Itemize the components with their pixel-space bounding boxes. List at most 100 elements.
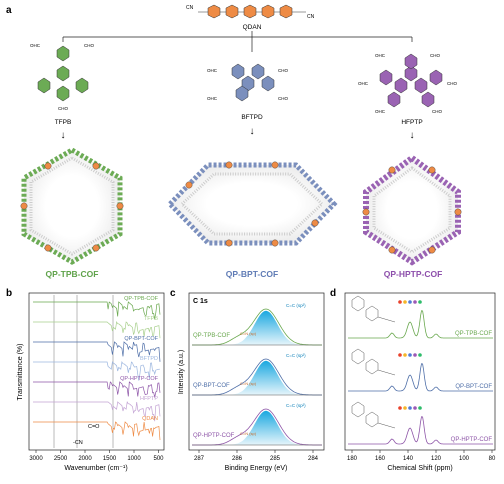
hfptp-cho-5: OHC	[375, 109, 386, 114]
nmr-site-dot-0-4	[418, 300, 422, 304]
ftir-trace-label-1: TFPB	[144, 316, 158, 322]
ftir-plot-frame	[28, 292, 165, 451]
nmr-site-dot-0-2	[408, 300, 412, 304]
ftir-xlabel: Wavenumber (cm⁻¹)	[64, 465, 127, 472]
qdan-cn-right: CN	[307, 14, 315, 20]
qp-bpt-cof-structure	[166, 161, 338, 247]
ftir-xtick-0: 3000	[29, 456, 43, 462]
ftir-trace-label-6: QDAN	[142, 416, 158, 422]
ftir-xtick-2: 2000	[78, 456, 92, 462]
ftir-trace-label-2: QP-BPT-COF	[124, 336, 158, 342]
ftir-traces	[33, 301, 161, 441]
hfptp-cho-6: CHO	[432, 109, 442, 114]
ftir-trace-6	[33, 421, 161, 441]
tfpb-structure	[37, 45, 89, 102]
hfptp-cho-4: CHO	[447, 81, 457, 86]
ftir-xaxis: 3000 2500 2000 1500 1000 500	[29, 450, 164, 462]
xps-xlabel: Binding Energy (eV)	[225, 465, 288, 472]
bftpd-cho-2: CHO	[278, 68, 288, 73]
xps-peak-minor-2: C=N (sp)	[240, 431, 257, 436]
ftir-annotation-co: C=O	[88, 424, 100, 430]
nmr-xtick-4: 100	[459, 456, 470, 462]
nmr-xtick-3: 120	[431, 456, 442, 462]
nmr-site-dot-0-1	[403, 300, 407, 304]
qp-tpb-cof-structure	[20, 147, 124, 265]
ftir-xtick-4: 1000	[127, 456, 141, 462]
qdan-structure: CN CN	[186, 4, 315, 20]
nmr-site-dot-1-3	[413, 353, 417, 357]
ftir-trace-0	[33, 301, 161, 320]
nmr-spectrum-1	[348, 363, 493, 392]
xps-ylabel: Intensity (a.u.)	[178, 350, 185, 394]
qp-hptp-cof-label: QP-HPTP-COF	[384, 269, 443, 279]
xps-title: C 1s	[193, 298, 208, 305]
qdan-label: QDAN	[243, 24, 262, 31]
qp-bpt-cof-label: QP-BPT-COF	[226, 269, 278, 279]
nmr-spectrum-0	[348, 310, 493, 339]
nmr-xlabel: Chemical Shift (ppm)	[387, 465, 452, 472]
ftir-xtick-5: 500	[153, 456, 164, 462]
arrow-hfptp: ↓	[410, 130, 415, 141]
nmr-spectra: QP-TPB-COF QP-BPT-COF QP-HPTP-COF	[348, 295, 493, 445]
arrow-bftpd: ↓	[250, 126, 255, 137]
qp-tpb-cof-label: QP-TPB-COF	[46, 269, 99, 279]
nmr-xaxis: 180 160 140 120 100 80	[347, 450, 496, 462]
nmr-site-dot-2-2	[408, 406, 412, 410]
xps-peak-minor-1: C=N (sp)	[240, 381, 257, 386]
xps-xtick-1: 286	[232, 456, 243, 462]
qp-hptp-cof-structure	[362, 154, 462, 266]
panel-b-label: b	[6, 288, 12, 299]
xps-peak-main-0: C=C (sp²)	[286, 303, 306, 308]
xps-xtick-3: 284	[308, 456, 319, 462]
ftir-trace-3	[33, 360, 160, 381]
hfptp-structure	[379, 53, 443, 108]
tfpb-cho-2: CHO	[84, 43, 94, 48]
ftir-trace-label-3: BFTPD	[140, 356, 158, 362]
tfpb-label: TFPB	[55, 119, 72, 126]
ftir-annotation-cn: -CN	[73, 440, 83, 446]
ftir-trace-2	[33, 341, 161, 362]
nmr-site-dot-2-3	[413, 406, 417, 410]
xps-label-2: QP-HPTP-COF	[193, 433, 235, 439]
nmr-site-dot-2-1	[403, 406, 407, 410]
nmr-site-dot-1-0	[398, 353, 402, 357]
xps-label-0: QP-TPB-COF	[193, 333, 230, 339]
bftpd-cho-3: OHC	[207, 96, 218, 101]
xps-xtick-0: 287	[194, 456, 205, 462]
ftir-trace-5	[33, 400, 161, 422]
nmr-site-dot-1-1	[403, 353, 407, 357]
ftir-trace-label-5: HFPTP	[140, 396, 158, 402]
nmr-site-dot-1-4	[418, 353, 422, 357]
tfpb-cho-3: CHO	[58, 106, 68, 111]
xps-peak-main-1: C=C (sp²)	[286, 353, 306, 358]
nmr-spectrum-2	[348, 416, 493, 445]
qdan-cn-left: CN	[186, 5, 194, 11]
xps-spectra: QP-TPB-COF C=C (sp²) C=N (sp) QP-BPT-COF C=C…	[192, 303, 322, 446]
xps-xtick-2: 285	[270, 456, 281, 462]
panel-a-label: a	[6, 5, 12, 16]
bftpd-label: BFTPD	[241, 114, 263, 121]
nmr-label-2: QP-HPTP-COF	[451, 437, 493, 443]
nmr-site-dot-2-4	[418, 406, 422, 410]
nmr-xtick-5: 80	[489, 456, 496, 462]
xps-plot-frame	[188, 292, 325, 451]
hfptp-cho-1: OHC	[375, 53, 386, 58]
hfptp-label: HFPTP	[401, 119, 422, 126]
ftir-xtick-1: 2500	[54, 456, 68, 462]
nmr-xtick-0: 180	[347, 456, 358, 462]
arrow-tfpb: ↓	[61, 130, 66, 141]
xps-peak-minor-0: C=N (sp)	[240, 331, 257, 336]
ftir-ylabel: Transmittance (%)	[17, 344, 24, 401]
panel-d-label: d	[330, 288, 336, 299]
xps-label-1: QP-BPT-COF	[193, 383, 230, 389]
ftir-xtick-3: 1500	[103, 456, 117, 462]
nmr-site-dot-2-0	[398, 406, 402, 410]
nmr-site-dot-1-2	[408, 353, 412, 357]
nmr-xtick-2: 140	[403, 456, 414, 462]
nmr-label-0: QP-TPB-COF	[455, 331, 492, 337]
xps-peak-main-2: C=C (sp²)	[286, 403, 306, 408]
ftir-trace-label-4: QP-HPTP-COF	[120, 376, 159, 382]
ftir-guides	[53, 295, 114, 448]
panel-c-label: c	[170, 288, 176, 299]
